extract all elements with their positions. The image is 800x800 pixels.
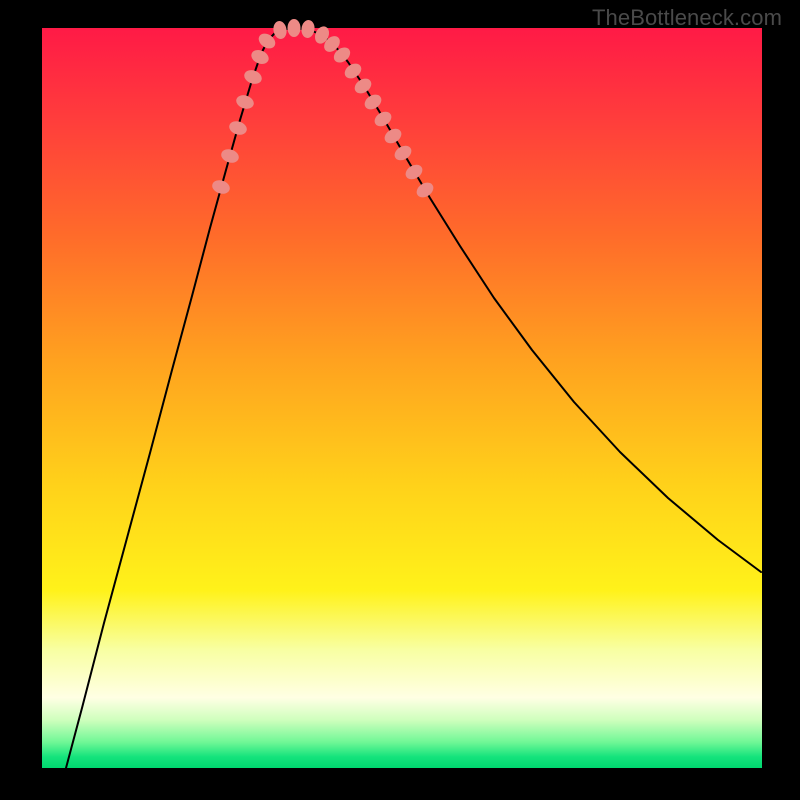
chart-canvas: TheBottleneck.com <box>0 0 800 800</box>
gradient-background <box>42 28 762 768</box>
plot-svg <box>0 0 800 800</box>
curve-marker <box>288 19 301 37</box>
watermark-text: TheBottleneck.com <box>592 5 782 31</box>
